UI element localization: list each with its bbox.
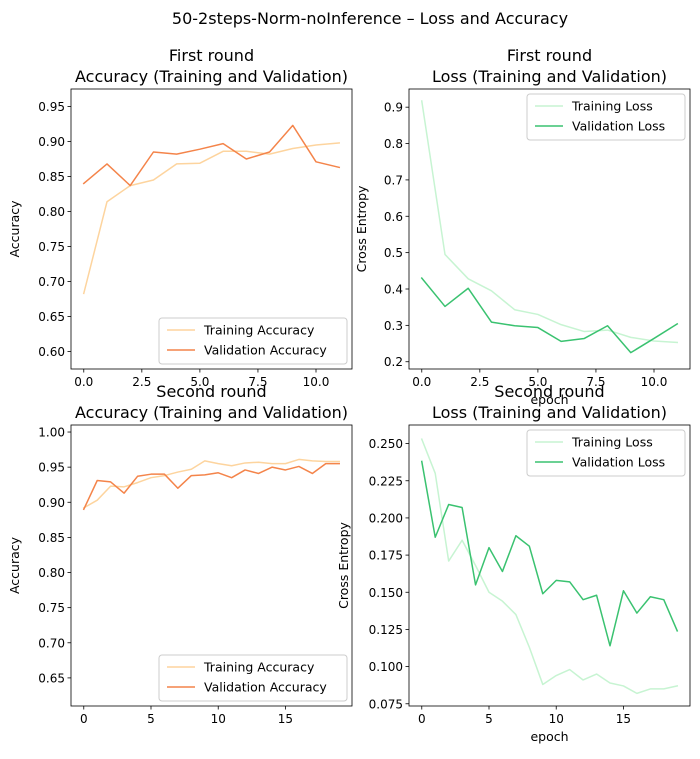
y-tick-label: 0.7 (384, 173, 403, 187)
x-tick-label: 10.0 (641, 375, 668, 389)
y-axis-label: Cross Entropy (336, 521, 351, 608)
chart-title-line: First round (169, 46, 254, 65)
series-line-validation-loss (420, 460, 679, 647)
x-axis-label: epoch (530, 392, 568, 407)
x-tick-label: 10 (549, 712, 564, 726)
x-tick-label: 2.5 (470, 375, 489, 389)
legend-label: Training Loss (571, 99, 653, 114)
legend-label: Training Accuracy (203, 660, 315, 675)
chart-title-line: Second round (494, 382, 604, 401)
legend-box (158, 317, 348, 365)
x-tick-label: 5.0 (190, 375, 209, 389)
legend: Training Loss Validation Loss (526, 429, 686, 477)
axes-frame (70, 424, 353, 707)
x-tick-label: 2.5 (132, 375, 151, 389)
y-tick-label: 0.125 (369, 623, 403, 637)
chart-title-line: Loss (Training and Validation) (432, 403, 667, 422)
chart-title-line: Loss (Training and Validation) (432, 67, 667, 86)
series-line-training-loss (420, 438, 679, 695)
y-tick-label: 0.70 (38, 275, 65, 289)
y-tick-label: 0.85 (38, 531, 65, 545)
legend-box (526, 429, 686, 477)
x-tick-label: 5 (147, 712, 155, 726)
x-tick-label: 0 (418, 712, 426, 726)
axes-frame (408, 88, 691, 370)
x-tick-label: 5.0 (528, 375, 547, 389)
x-tick-label: 7.5 (248, 375, 267, 389)
y-tick-label: 0.200 (369, 511, 403, 525)
y-tick-label: 0.60 (38, 345, 65, 359)
legend-box (158, 654, 348, 702)
y-tick-label: 0.90 (38, 496, 65, 510)
chart-title-line: Accuracy (Training and Validation) (75, 67, 348, 86)
axes-frame (70, 88, 353, 370)
y-tick-label: 0.65 (38, 671, 65, 685)
accuracy-chart-first-round: First round Accuracy (Training and Valida… (7, 46, 353, 389)
y-tick-label: 0.70 (38, 636, 65, 650)
y-tick-label: 0.225 (369, 474, 403, 488)
y-axis-label: Cross Entropy (354, 185, 369, 272)
loss-chart-second-round: Second round Loss (Training and Validatio… (336, 382, 691, 744)
chart-title-line: First round (507, 46, 592, 65)
y-tick-label: 0.075 (369, 697, 403, 711)
y-tick-label: 0.175 (369, 549, 403, 563)
series-line-training-accuracy (82, 458, 340, 509)
x-tick-label: 7.5 (586, 375, 605, 389)
x-tick-label: 15 (616, 712, 631, 726)
x-tick-label: 10.0 (303, 375, 330, 389)
y-tick-label: 0.250 (369, 437, 403, 451)
axes-frame (408, 424, 691, 707)
series-line-validation-accuracy (82, 462, 340, 511)
legend: Training Accuracy Validation Accuracy (158, 317, 348, 365)
y-tick-label: 0.3 (384, 319, 403, 333)
y-tick-label: 0.95 (38, 100, 65, 114)
y-tick-label: 0.100 (369, 660, 403, 674)
legend-label: Training Accuracy (203, 323, 315, 338)
legend: Training Loss Validation Loss (526, 93, 686, 141)
accuracy-chart-second-round: Second round Accuracy (Training and Valid… (7, 382, 353, 726)
figure-suptitle: 50-2steps-Norm-noInference – Loss and Ac… (172, 9, 568, 28)
legend-label: Validation Accuracy (204, 343, 327, 358)
loss-chart-first-round: First round Loss (Training and Validation… (354, 46, 691, 407)
y-tick-label: 0.5 (384, 246, 403, 260)
series-line-validation-loss (420, 277, 679, 354)
y-axis-label: Accuracy (7, 200, 22, 258)
y-tick-label: 0.4 (384, 283, 403, 297)
y-tick-label: 0.90 (38, 135, 65, 149)
y-tick-label: 0.75 (38, 240, 65, 254)
y-tick-label: 0.8 (384, 137, 403, 151)
legend-box (526, 93, 686, 141)
series-line-training-loss (420, 100, 679, 344)
y-tick-label: 1.00 (38, 426, 65, 440)
x-tick-label: 10 (211, 712, 226, 726)
x-axis-label: epoch (530, 729, 568, 744)
y-tick-label: 0.80 (38, 205, 65, 219)
chart-title-line: Second round (156, 382, 266, 401)
y-tick-label: 0.6 (384, 210, 403, 224)
y-axis-label: Accuracy (7, 536, 22, 594)
y-tick-label: 0.95 (38, 461, 65, 475)
y-tick-label: 0.85 (38, 170, 65, 184)
legend-label: Validation Loss (572, 455, 665, 470)
legend: Training Accuracy Validation Accuracy (158, 654, 348, 702)
legend-label: Validation Loss (572, 119, 665, 134)
y-tick-label: 0.75 (38, 601, 65, 615)
x-tick-label: 0.0 (412, 375, 431, 389)
y-tick-label: 0.65 (38, 310, 65, 324)
x-tick-label: 5 (485, 712, 493, 726)
series-line-training-accuracy (82, 142, 341, 295)
y-tick-label: 0.2 (384, 355, 403, 369)
legend-label: Validation Accuracy (204, 680, 327, 695)
y-tick-label: 0.9 (384, 101, 403, 115)
legend-label: Training Loss (571, 435, 653, 450)
x-tick-label: 0.0 (74, 375, 93, 389)
x-tick-label: 15 (278, 712, 293, 726)
series-line-validation-accuracy (82, 124, 341, 187)
x-tick-label: 0 (80, 712, 88, 726)
chart-title-line: Accuracy (Training and Validation) (75, 403, 348, 422)
y-tick-label: 0.150 (369, 586, 403, 600)
y-tick-label: 0.80 (38, 566, 65, 580)
